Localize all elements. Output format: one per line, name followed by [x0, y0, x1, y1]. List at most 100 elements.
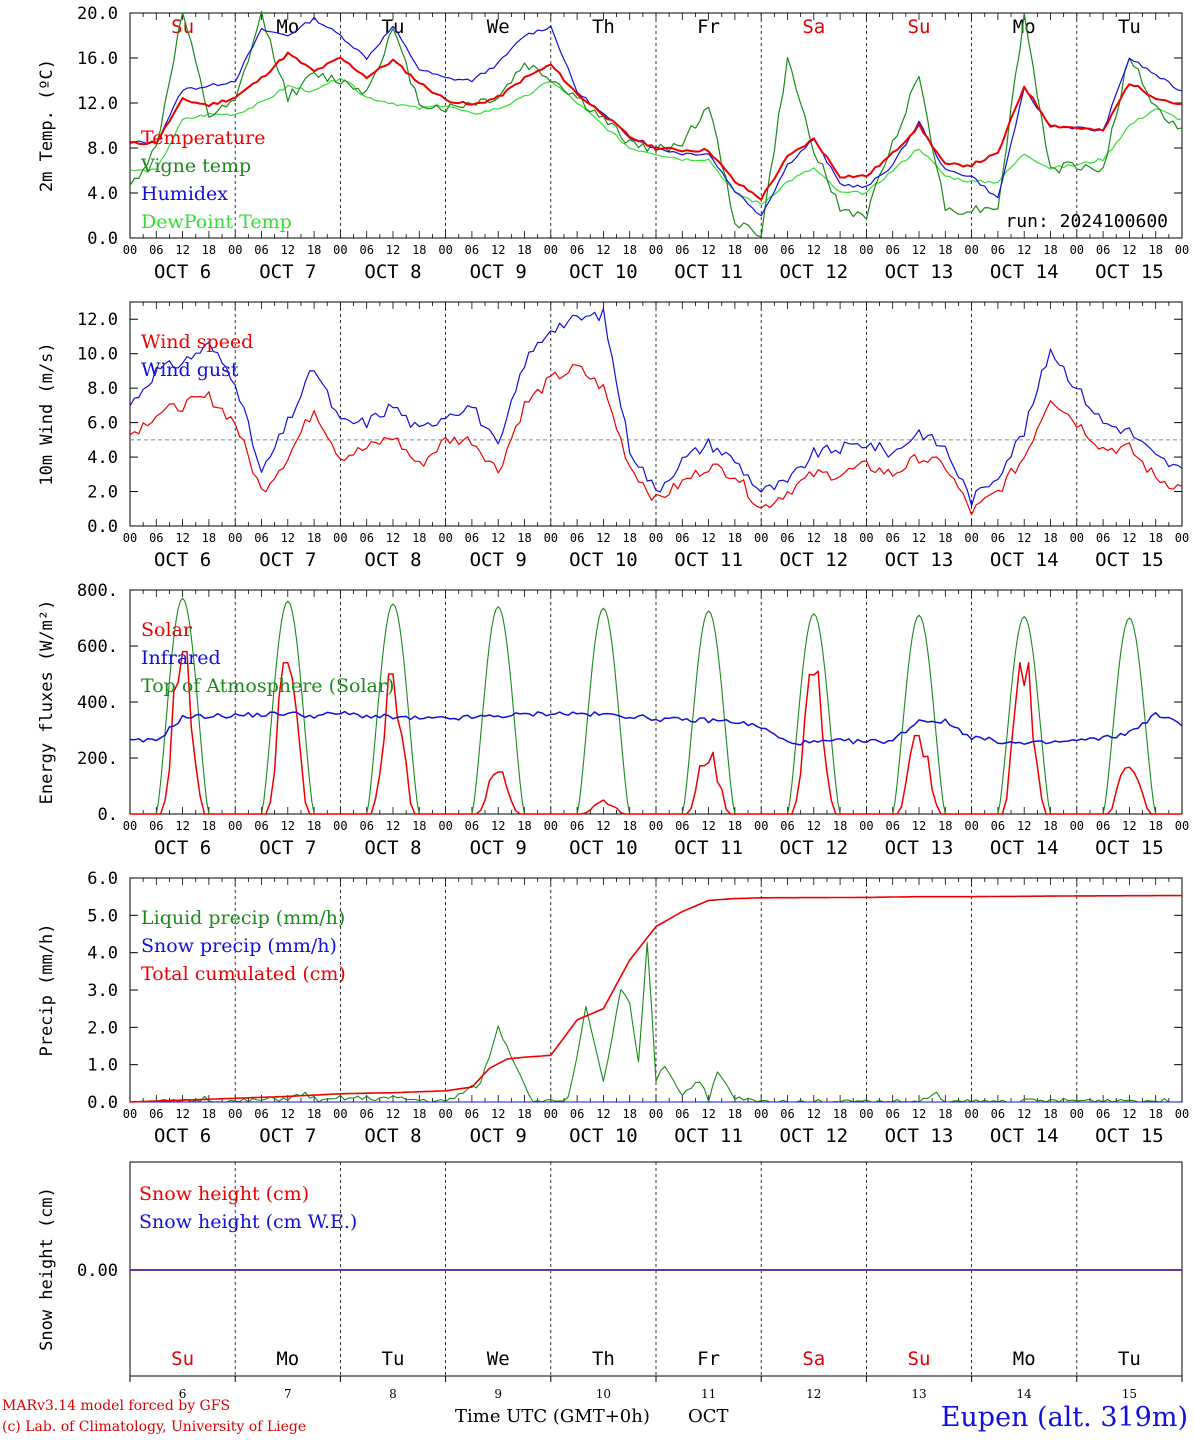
hour-tick-label: 00	[123, 819, 137, 833]
hour-tick-label: 18	[622, 819, 636, 833]
day-label: OCT 11	[674, 549, 743, 571]
day-number: 10	[596, 1387, 611, 1401]
hour-tick-label: 00	[333, 531, 347, 545]
hour-tick-label: 18	[202, 819, 216, 833]
hour-tick-label: 12	[491, 531, 505, 545]
hour-tick-label: 12	[386, 531, 400, 545]
day-label: OCT 11	[674, 261, 743, 283]
day-label: OCT 7	[259, 549, 316, 571]
day-label: OCT 13	[885, 261, 954, 283]
weekday-label: Fr	[697, 16, 720, 38]
hour-tick-label: 00	[438, 1107, 452, 1121]
hour-tick-label: 18	[938, 243, 952, 257]
hour-tick-label: 18	[307, 531, 321, 545]
hour-tick-label: 00	[649, 243, 663, 257]
hour-tick-label: 18	[1148, 243, 1162, 257]
day-label: OCT 9	[470, 1125, 527, 1147]
hour-tick-label: 18	[1043, 531, 1057, 545]
hour-tick-label: 06	[885, 243, 899, 257]
day-label: OCT 14	[990, 549, 1059, 571]
hour-tick-label: 06	[149, 243, 163, 257]
legend-entry: Snow height (cm W.E.)	[139, 1211, 357, 1233]
hour-tick-label: 06	[465, 819, 479, 833]
x-axis-month: OCT	[688, 1406, 729, 1427]
hour-tick-label: 00	[1070, 531, 1084, 545]
legend-entry: Wind speed	[141, 331, 253, 353]
hour-tick-label: 18	[412, 243, 426, 257]
y-axis-label: 10m Wind (m/s)	[37, 342, 57, 485]
hour-tick-label: 18	[1148, 819, 1162, 833]
hour-tick-label: 18	[307, 819, 321, 833]
hour-tick-label: 06	[1096, 243, 1110, 257]
hour-tick-label: 06	[570, 243, 584, 257]
hour-tick-label: 12	[701, 1107, 715, 1121]
hour-tick-label: 00	[1175, 531, 1189, 545]
day-number: 12	[806, 1387, 821, 1401]
hour-tick-label: 00	[859, 819, 873, 833]
hour-tick-label: 12	[1017, 1107, 1031, 1121]
y-tick-label: 8.0	[87, 139, 118, 159]
hour-tick-label: 18	[833, 243, 847, 257]
y-tick-label: 5.0	[87, 906, 118, 926]
hour-tick-label: 00	[544, 819, 558, 833]
legend-entry: Snow height (cm)	[139, 1183, 309, 1205]
day-number: 11	[701, 1387, 716, 1401]
weekday-label: Mo	[276, 1348, 299, 1370]
hour-tick-label: 12	[281, 243, 295, 257]
hour-tick-label: 00	[438, 819, 452, 833]
weekday-label: Sa	[802, 1348, 825, 1370]
hour-tick-label: 12	[596, 531, 610, 545]
y-tick-label: 0.0	[87, 229, 118, 249]
hour-tick-label: 12	[912, 531, 926, 545]
hour-tick-label: 06	[254, 1107, 268, 1121]
weekday-label: We	[487, 16, 510, 38]
hour-tick-label: 06	[780, 819, 794, 833]
hour-tick-label: 12	[175, 243, 189, 257]
weekday-label: Mo	[1013, 16, 1036, 38]
hour-tick-label: 00	[228, 531, 242, 545]
weekday-label: Su	[908, 1348, 931, 1370]
hour-tick-label: 00	[228, 243, 242, 257]
hour-tick-label: 12	[386, 1107, 400, 1121]
weekday-label: Mo	[276, 16, 299, 38]
day-label: OCT 15	[1095, 549, 1164, 571]
weekday-label: Su	[171, 16, 194, 38]
weekday-label: Fr	[697, 1348, 720, 1370]
day-label: OCT 8	[364, 1125, 421, 1147]
weekday-label: Sa	[802, 16, 825, 38]
hour-tick-label: 12	[491, 243, 505, 257]
series-line	[129, 10, 1183, 238]
hour-tick-label: 18	[833, 531, 847, 545]
hour-tick-label: 18	[938, 1107, 952, 1121]
hour-tick-label: 12	[175, 819, 189, 833]
weekday-label: Th	[592, 1348, 615, 1370]
hour-tick-label: 06	[780, 243, 794, 257]
y-tick-label: 8.0	[87, 379, 118, 399]
y-tick-label: 6.0	[87, 869, 118, 889]
y-tick-label: 600.	[77, 637, 118, 657]
day-label: OCT 12	[779, 261, 848, 283]
day-label: OCT 6	[154, 549, 211, 571]
hour-tick-label: 00	[1070, 819, 1084, 833]
hour-tick-label: 00	[1070, 1107, 1084, 1121]
hour-tick-label: 12	[807, 1107, 821, 1121]
y-tick-label: 1.0	[87, 1056, 118, 1076]
hour-tick-label: 18	[833, 1107, 847, 1121]
day-number: 13	[911, 1387, 926, 1401]
y-tick-label: 12.0	[77, 94, 118, 114]
hour-tick-label: 00	[1070, 243, 1084, 257]
hour-tick-label: 06	[675, 819, 689, 833]
series-line	[129, 51, 1183, 201]
day-label: OCT 6	[154, 1125, 211, 1147]
day-label: OCT 14	[990, 837, 1059, 859]
hour-tick-label: 12	[807, 819, 821, 833]
legend-entry: Total cumulated (cm)	[141, 963, 346, 985]
hour-tick-label: 12	[386, 243, 400, 257]
hour-tick-label: 18	[517, 243, 531, 257]
hour-tick-label: 00	[964, 819, 978, 833]
hour-tick-label: 00	[1175, 243, 1189, 257]
legend-entry: Snow precip (mm/h)	[141, 935, 337, 957]
hour-tick-label: 18	[307, 1107, 321, 1121]
legend-entry: Infrared	[141, 647, 221, 669]
